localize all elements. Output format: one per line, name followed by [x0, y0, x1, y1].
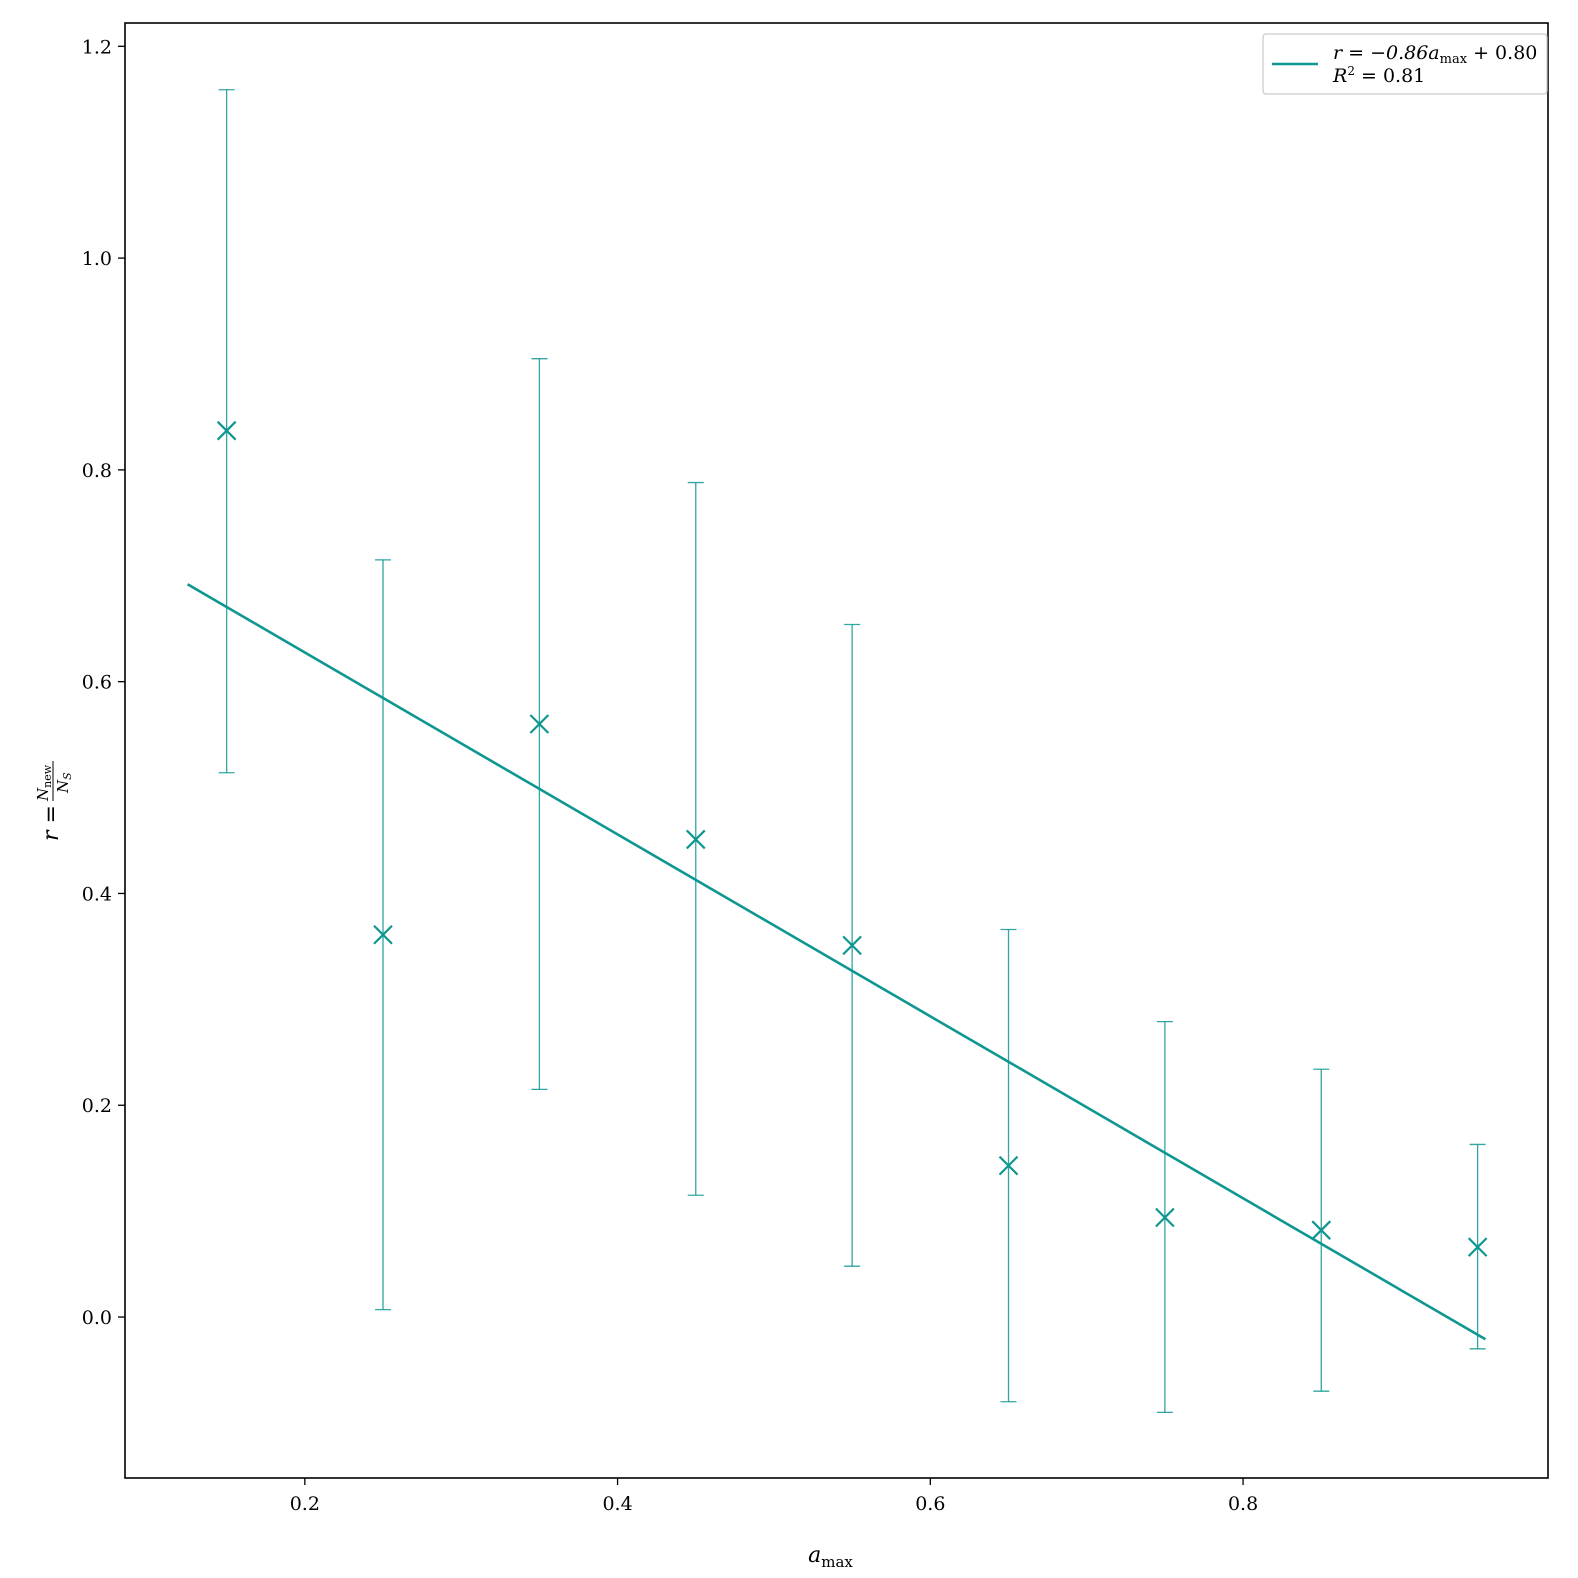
x-tick-label: 0.8: [1228, 1493, 1258, 1515]
x-tick-label: 0.4: [602, 1493, 632, 1515]
legend-fit-equation: r = −0.86amax + 0.80: [1333, 42, 1537, 67]
plot-marks: [186, 89, 1488, 1413]
data-point-marker: [842, 935, 862, 956]
y-label-denominator: NS: [54, 772, 74, 794]
data-point-marker: [1467, 1237, 1488, 1257]
data-point-marker: [529, 714, 550, 734]
axis-ticks: 0.2 0.4 0.6 0.8 0.0 0.2 0.4 0.6 0.8 1.0 1.2: [82, 36, 1258, 1515]
y-tick-label: 0.6: [82, 672, 112, 694]
data-point-marker: [1311, 1220, 1332, 1240]
x-tick-label: 0.2: [290, 1493, 320, 1515]
plot-frame: [124, 22, 1549, 1479]
y-axis-label: r = Nnew NS: [34, 761, 74, 841]
fit-line: [186, 583, 1487, 1341]
y-label-lhs: r =: [39, 805, 64, 841]
data-point-marker: [373, 924, 393, 945]
y-tick-label: 0.0: [82, 1307, 112, 1329]
data-point-marker: [685, 829, 706, 850]
legend-box: [1262, 33, 1548, 95]
legend: r = −0.86amax + 0.80 R2 = 0.81: [1262, 33, 1548, 95]
y-tick-label: 0.4: [82, 883, 112, 905]
y-tick-label: 0.8: [82, 460, 112, 482]
data-point-marker: [216, 420, 237, 441]
y-tick-label: 1.0: [82, 248, 112, 270]
y-label-numerator: Nnew: [34, 764, 54, 802]
data-point-marker: [998, 1155, 1019, 1176]
x-axis-label: amax: [808, 1543, 853, 1571]
y-tick-label: 1.2: [82, 36, 112, 58]
data-point-marker: [1155, 1207, 1175, 1228]
x-tick-label: 0.6: [915, 1493, 945, 1515]
y-tick-label: 0.2: [82, 1095, 112, 1117]
legend-r-squared: R2 = 0.81: [1332, 64, 1425, 87]
